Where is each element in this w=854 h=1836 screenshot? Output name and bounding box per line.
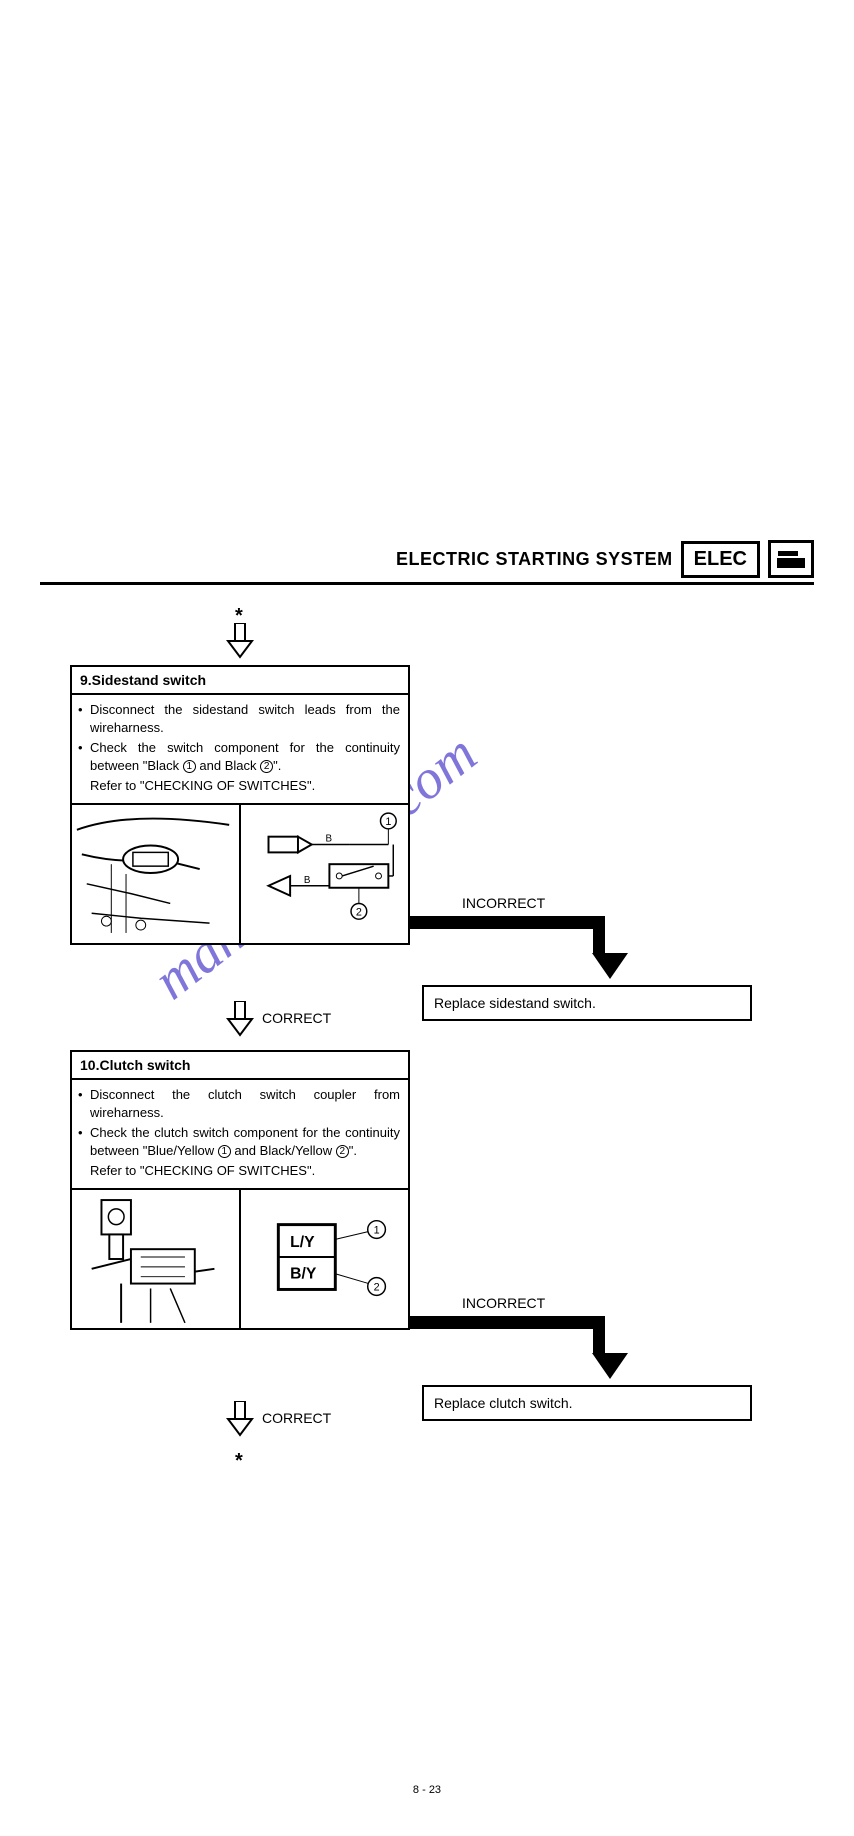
step-box-9: 9.Sidestand switch Disconnect the sidest… bbox=[70, 665, 410, 945]
result-box-10: Replace clutch switch. bbox=[422, 1385, 752, 1421]
elec-badge: ELEC bbox=[681, 541, 760, 578]
callout-2-a: 2 bbox=[356, 906, 362, 918]
down-arrow-icon bbox=[226, 1001, 254, 1037]
coupler-ly: L/Y bbox=[290, 1234, 315, 1251]
step-9-photo bbox=[72, 805, 241, 943]
step-9-body: Disconnect the sidestand switch leads fr… bbox=[72, 695, 408, 803]
result-9-text: Replace sidestand switch. bbox=[434, 995, 596, 1011]
circled-2: 2 bbox=[260, 760, 273, 773]
flowchart: manualshive.com * 9.Sidestand switch Dis… bbox=[40, 605, 814, 1605]
step-10-diagrams: L/Y B/Y 1 2 bbox=[72, 1188, 408, 1328]
step-10-body: Disconnect the clutch switch coupler fro… bbox=[72, 1080, 408, 1188]
step-9-title: 9.Sidestand switch bbox=[72, 667, 408, 695]
callout-2-b: 2 bbox=[374, 1281, 380, 1293]
step-10-bullet-1: Disconnect the clutch switch coupler fro… bbox=[78, 1086, 400, 1121]
step-10-schematic: L/Y B/Y 1 2 bbox=[241, 1190, 408, 1328]
step-9-diagrams: B 1 B bbox=[72, 803, 408, 943]
circled-1: 1 bbox=[183, 760, 196, 773]
right-down-arrow-icon bbox=[410, 1313, 640, 1388]
wire-label-b2: B bbox=[304, 875, 311, 886]
down-arrow-icon bbox=[226, 1401, 254, 1437]
coupler-by: B/Y bbox=[290, 1265, 317, 1282]
page-header: ELECTRIC STARTING SYSTEM ELEC bbox=[40, 540, 814, 578]
step-10-title: 10.Clutch switch bbox=[72, 1052, 408, 1080]
step-9-ref: Refer to "CHECKING OF SWITCHES". bbox=[78, 777, 400, 795]
step-10-bullet-2: Check the clutch switch component for th… bbox=[78, 1124, 400, 1159]
step-box-10: 10.Clutch switch Disconnect the clutch s… bbox=[70, 1050, 410, 1330]
callout-1-b: 1 bbox=[374, 1224, 380, 1236]
circled-2: 2 bbox=[336, 1145, 349, 1158]
section-title: ELECTRIC STARTING SYSTEM bbox=[396, 549, 673, 570]
correct-label-9: CORRECT bbox=[262, 1010, 331, 1026]
circled-1: 1 bbox=[218, 1145, 231, 1158]
page-number: 8 - 23 bbox=[0, 1784, 854, 1796]
correct-label-10: CORRECT bbox=[262, 1410, 331, 1426]
step-9-bullet-2: Check the switch component for the conti… bbox=[78, 739, 400, 774]
down-arrow-icon bbox=[226, 623, 254, 659]
right-down-arrow-icon bbox=[410, 913, 640, 988]
step-10-photo bbox=[72, 1190, 241, 1328]
step-10-ref: Refer to "CHECKING OF SWITCHES". bbox=[78, 1162, 400, 1180]
section-icon bbox=[768, 540, 814, 578]
incorrect-label-10: INCORRECT bbox=[462, 1295, 545, 1311]
callout-1-a: 1 bbox=[385, 816, 391, 828]
result-box-9: Replace sidestand switch. bbox=[422, 985, 752, 1021]
wire-label-b1: B bbox=[325, 833, 332, 844]
step-9-bullet-1: Disconnect the sidestand switch leads fr… bbox=[78, 701, 400, 736]
incorrect-label-9: INCORRECT bbox=[462, 895, 545, 911]
step-9-schematic: B 1 B bbox=[241, 805, 408, 943]
header-rule bbox=[40, 582, 814, 585]
continuation-asterisk-bottom: * bbox=[235, 1450, 243, 1473]
page-content: ELECTRIC STARTING SYSTEM ELEC manualshiv… bbox=[40, 540, 814, 1605]
result-10-text: Replace clutch switch. bbox=[434, 1395, 573, 1411]
